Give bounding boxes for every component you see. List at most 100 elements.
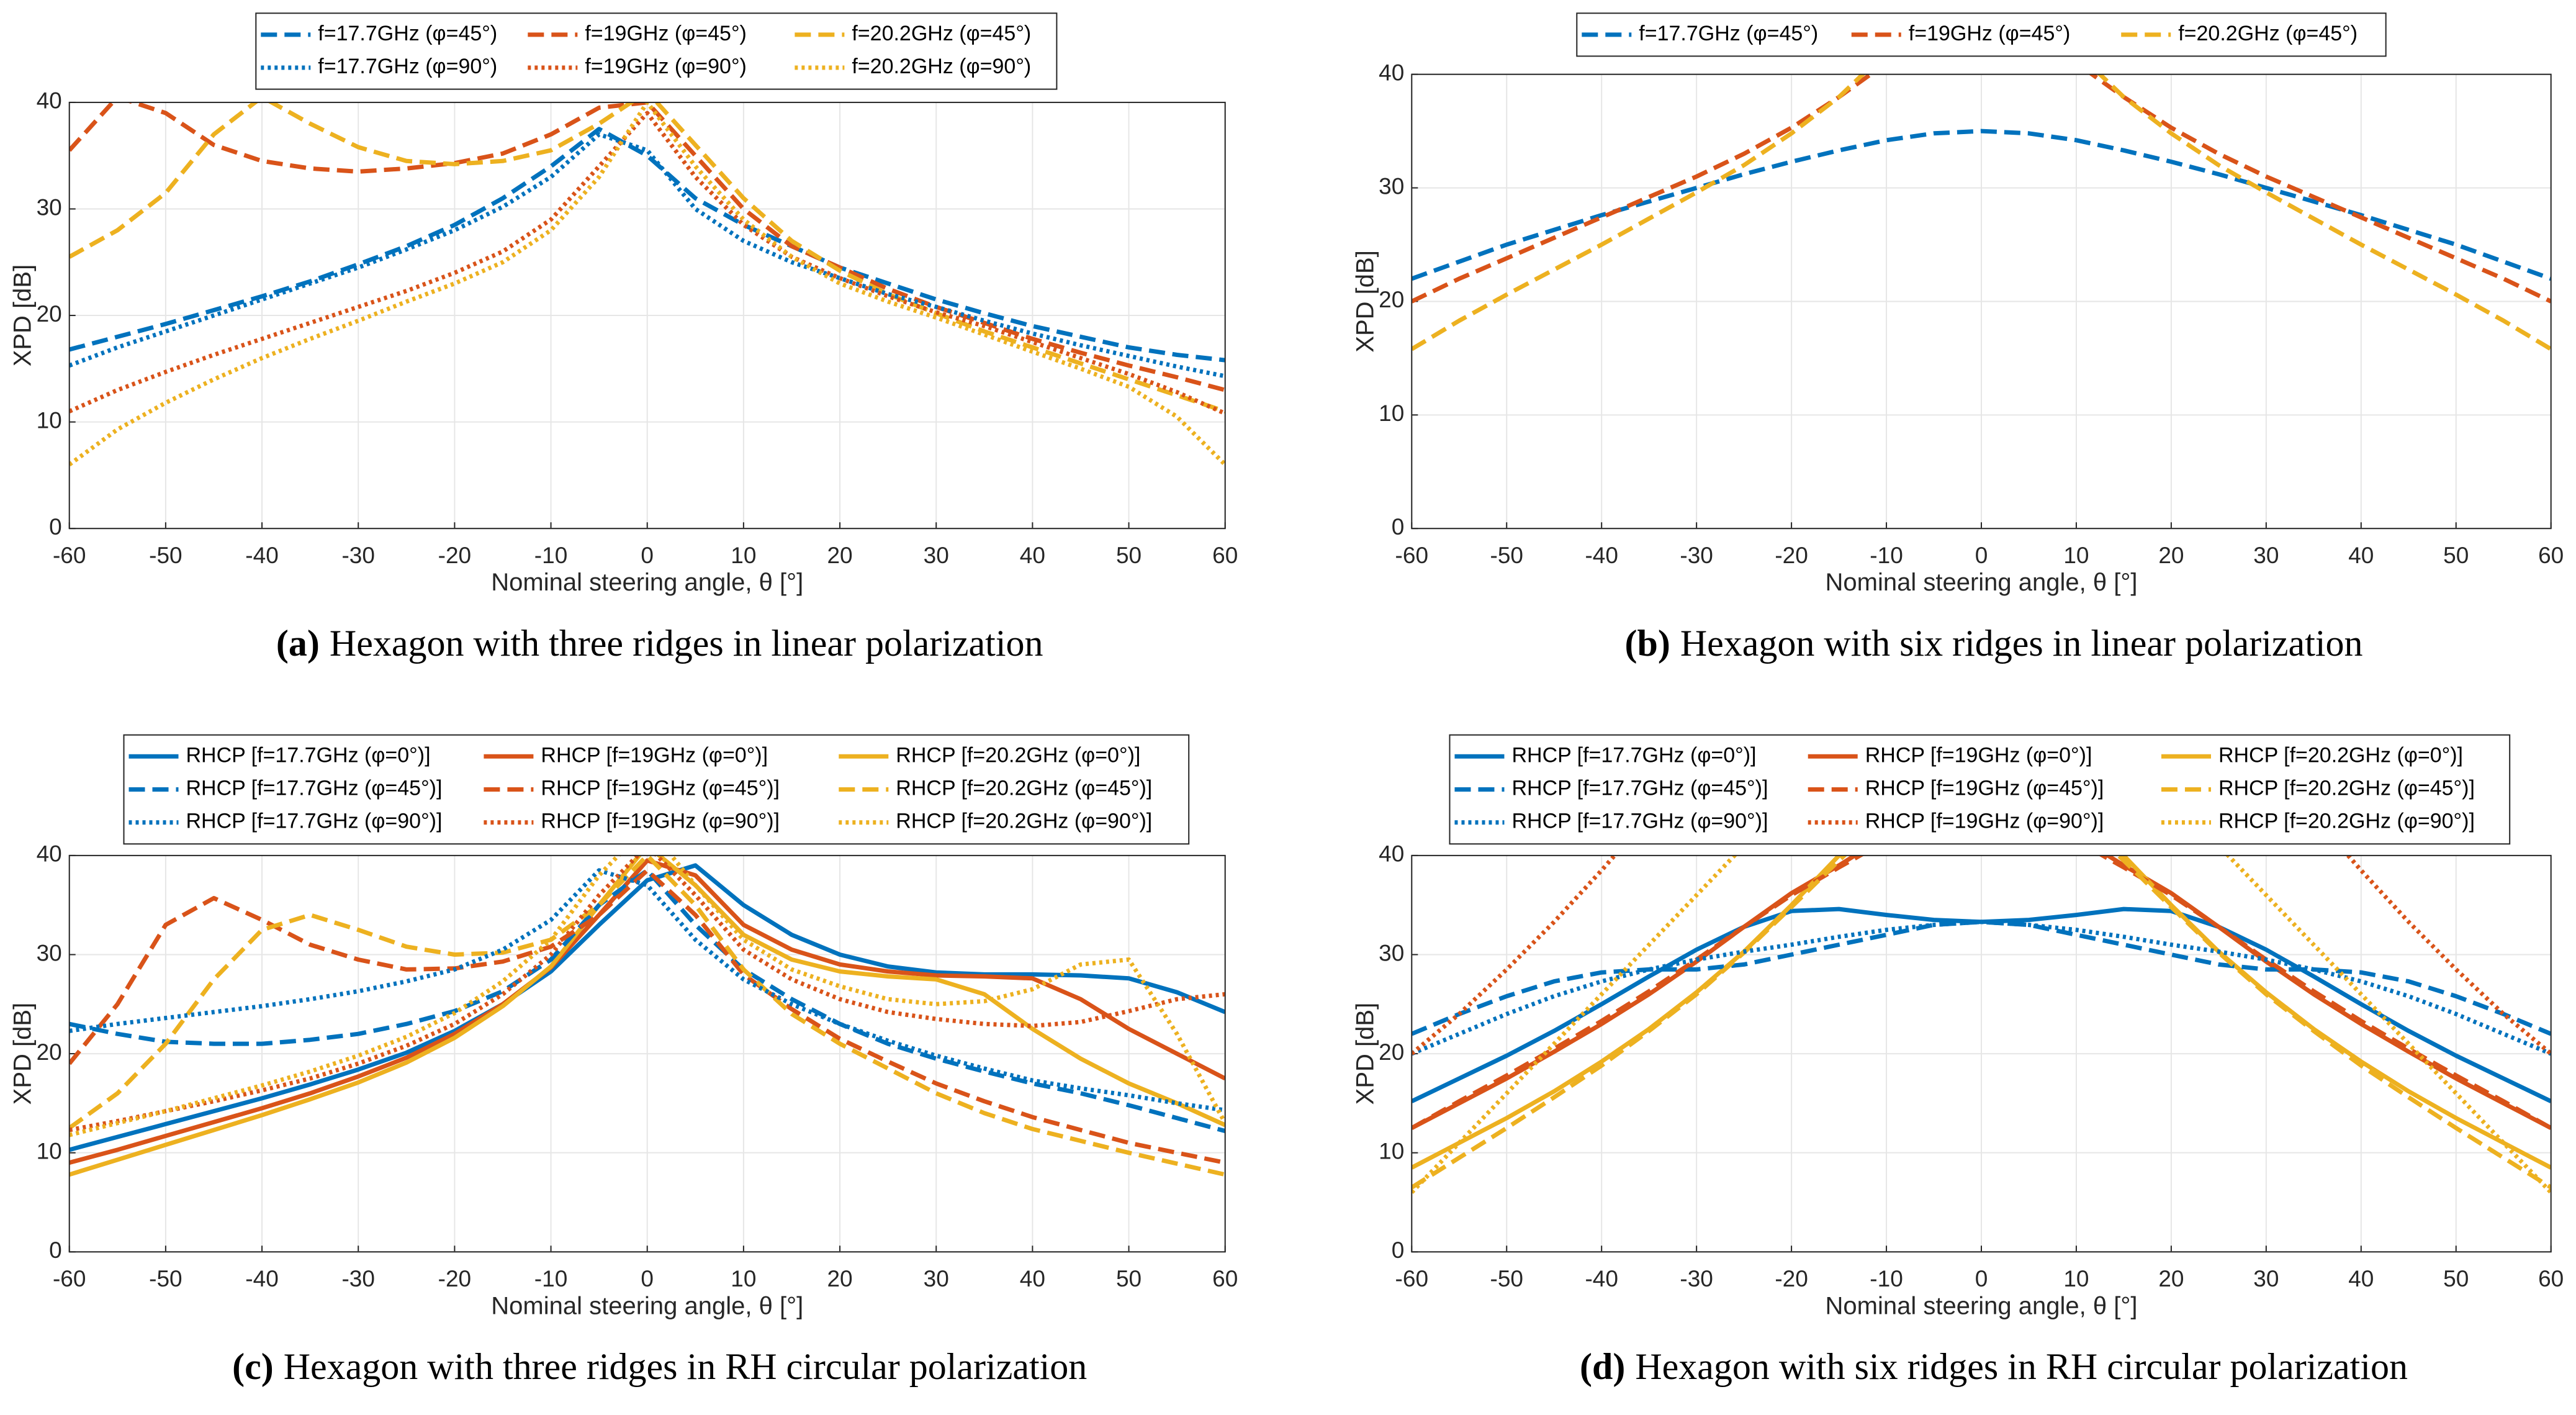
plot-frame (1411, 73, 2552, 530)
series-line (1412, 74, 2551, 304)
legend-label: RHCP [f=19GHz (φ=0°)] (541, 743, 768, 767)
x-tick-label: 40 (2348, 1266, 2374, 1291)
y-tick-label: 0 (1392, 514, 1405, 540)
x-tick-label: -30 (341, 1266, 374, 1291)
series-line (69, 858, 1225, 1165)
chart: -60 -50 -40 -30 -20 -10 0 10 20 30 40 50 60 0 10 20 30 40… (1351, 12, 2564, 664)
y-tick-label: 30 (1379, 940, 1404, 965)
x-tick-label: -40 (1585, 543, 1618, 568)
legend-label: RHCP [f=20.2GHz (φ=45°)] (896, 776, 1152, 800)
x-tick-label: -10 (534, 1266, 567, 1291)
series-line (1412, 920, 2551, 1036)
y-tick-label: 30 (1379, 173, 1404, 199)
y-tick-label: 10 (37, 407, 62, 433)
y-axis-label: XPD [dB] (9, 1003, 37, 1105)
x-tick-label: 60 (2538, 1266, 2564, 1291)
y-tick-label: 10 (37, 1138, 62, 1164)
y-tick-label: 30 (37, 940, 62, 965)
legend-label: RHCP [f=20.2GHz (φ=0°)] (896, 743, 1140, 767)
x-tick-label: -30 (1680, 1266, 1713, 1291)
legend-label: f=20.2GHz (φ=45°) (852, 22, 1031, 45)
x-tick-label: 40 (1020, 543, 1045, 568)
x-tick-label: 10 (731, 1266, 756, 1291)
x-tick-label: 20 (2158, 543, 2184, 568)
series-line (1412, 855, 2551, 1170)
y-axis-label: XPD [dB] (9, 264, 37, 367)
x-tick-label: -10 (534, 543, 567, 568)
legend-box (255, 12, 1058, 90)
y-axis-label: XPD [dB] (1351, 250, 1379, 353)
x-tick-label: 50 (1116, 543, 1142, 568)
x-tick-label: 0 (1975, 543, 1988, 568)
y-tick-label: 10 (1379, 1138, 1404, 1164)
x-tick-label: -20 (1775, 1266, 1808, 1291)
x-tick-label: -60 (53, 543, 86, 568)
caption: (b) Hexagon with six ridges in linear pol… (1624, 623, 2362, 664)
x-tick-label: 50 (2443, 1266, 2469, 1291)
legend-label: f=17.7GHz (φ=45°) (1639, 22, 1818, 45)
x-tick-label: -50 (1490, 1266, 1523, 1291)
x-tick-label: -20 (438, 543, 471, 568)
x-tick-label: 20 (827, 543, 852, 568)
series-line (1412, 855, 2551, 1190)
caption-tag: (b) (1624, 623, 1670, 664)
series-line (69, 855, 1225, 1177)
x-axis-label: Nominal steering angle, θ [°] (491, 1292, 803, 1319)
x-tick-label: 40 (2348, 543, 2374, 568)
x-tick-label: -50 (149, 543, 182, 568)
series-group (69, 855, 1225, 1177)
x-tick-label: 60 (1212, 543, 1238, 568)
caption-tag: (c) (232, 1346, 274, 1387)
series-line (69, 102, 1225, 467)
x-tick-label: 50 (1116, 1266, 1142, 1291)
caption-text: Hexagon with three ridges in linear pola… (330, 623, 1043, 664)
x-tick-label: 50 (2443, 543, 2469, 568)
x-tick-label: 30 (924, 1266, 949, 1291)
series-line (69, 111, 1225, 416)
x-tick-label: -40 (1585, 1266, 1618, 1291)
legend-label: RHCP [f=20.2GHz (φ=90°)] (2218, 810, 2475, 833)
series-line (69, 868, 1225, 1133)
y-tick-label: 0 (49, 514, 62, 540)
caption-tag: (a) (276, 623, 320, 664)
series-line (69, 102, 1225, 414)
legend-label: RHCP [f=17.7GHz (φ=45°)] (186, 776, 443, 800)
caption-tag: (d) (1580, 1346, 1625, 1387)
legend-label: f=17.7GHz (φ=90°) (318, 55, 497, 78)
caption: (c) Hexagon with three ridges in RH circu… (232, 1346, 1087, 1387)
x-tick-label: -30 (1680, 543, 1713, 568)
x-tick-label: -60 (53, 1266, 86, 1291)
x-tick-label: 30 (2253, 1266, 2279, 1291)
legend-label: f=19GHz (φ=90°) (585, 55, 747, 78)
x-tick-label: 20 (2158, 1266, 2184, 1291)
legend-label: f=20.2GHz (φ=45°) (2178, 22, 2358, 45)
series-line (69, 855, 1225, 1137)
series-group (1412, 855, 2551, 1194)
x-tick-label: 10 (2063, 1266, 2089, 1291)
chart: -60 -50 -40 -30 -20 -10 0 10 20 30 40 50 60 0 10 20 30 40… (9, 734, 1238, 1387)
caption-text: Hexagon with six ridges in linear polari… (1680, 623, 2363, 664)
series-line (1412, 920, 2551, 1056)
x-tick-label: 0 (1975, 1266, 1988, 1291)
legend-box (1449, 734, 2511, 845)
x-tick-label: -20 (1775, 543, 1808, 568)
x-tick-label: 20 (827, 1266, 852, 1291)
y-tick-label: 40 (37, 88, 62, 114)
x-tick-label: 40 (1020, 1266, 1045, 1291)
legend-label: RHCP [f=20.2GHz (φ=0°)] (2218, 743, 2463, 767)
legend-label: f=17.7GHz (φ=45°) (318, 22, 497, 45)
series-line (69, 102, 1225, 392)
x-tick-label: 60 (1212, 1266, 1238, 1291)
series-line (1412, 855, 2551, 1194)
series-line (69, 868, 1225, 1113)
chart: -60 -50 -40 -30 -20 -10 0 10 20 30 40 50 60 0 10 20 30 40… (9, 12, 1238, 664)
x-tick-label: 60 (2538, 543, 2564, 568)
y-tick-label: 20 (1379, 1039, 1404, 1065)
legend-label: RHCP [f=19GHz (φ=45°)] (541, 776, 780, 800)
x-tick-label: -60 (1395, 1266, 1428, 1291)
legend-label: RHCP [f=19GHz (φ=90°)] (541, 810, 780, 833)
x-tick-label: 30 (924, 543, 949, 568)
series-group (1412, 74, 2551, 351)
legend-label: RHCP [f=20.2GHz (φ=45°)] (2218, 776, 2475, 800)
